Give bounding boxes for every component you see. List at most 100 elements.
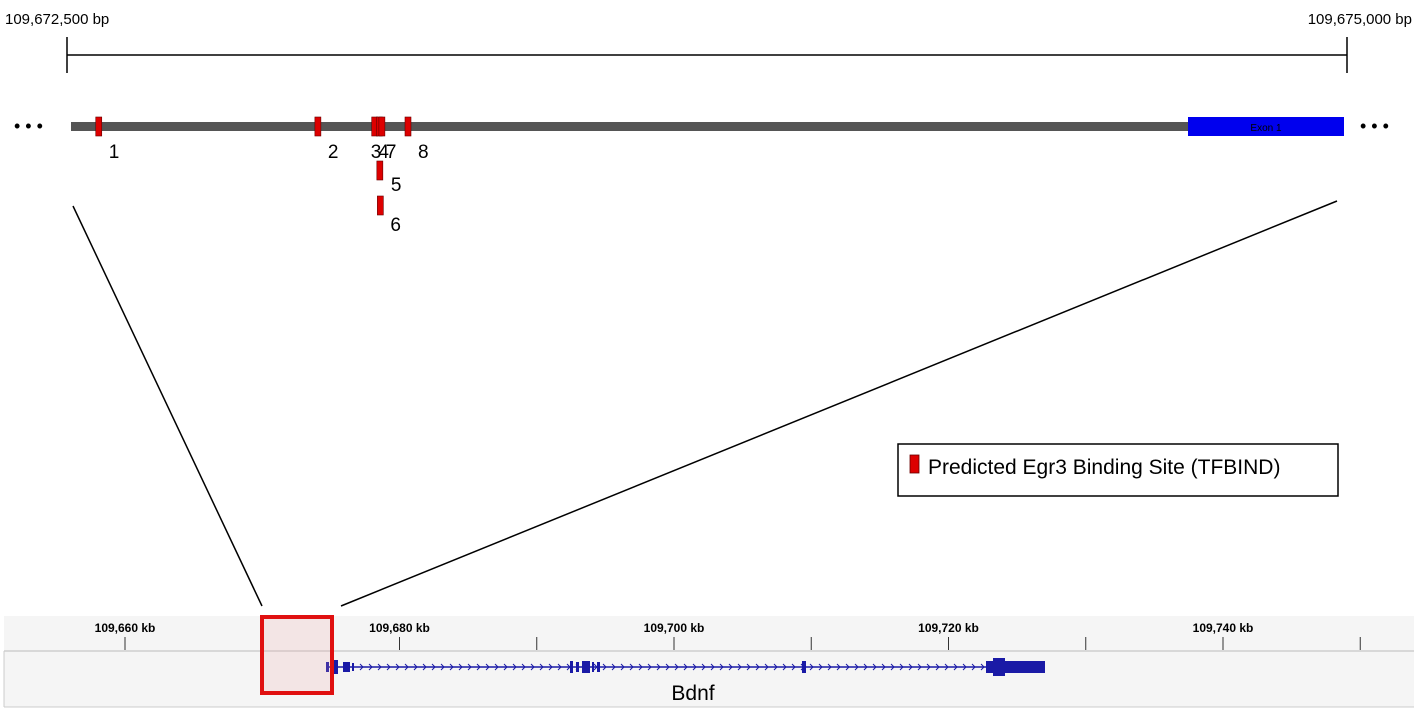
utr-block (1005, 661, 1045, 673)
ellipsis-right: • • • (1360, 116, 1389, 136)
strand-arrow (872, 663, 877, 671)
binding-site-label-8: 8 (418, 142, 429, 163)
strand-arrow (494, 663, 499, 671)
strand-arrow (854, 663, 859, 671)
strand-arrow (404, 663, 409, 671)
strand-arrow (773, 663, 778, 671)
strand-arrow (422, 663, 427, 671)
exon-block (326, 662, 329, 672)
binding-sites: 1 2 345 6 7 8 (95, 116, 429, 236)
strand-arrow (539, 663, 544, 671)
exon-block (570, 661, 573, 673)
strand-arrow (368, 663, 373, 671)
strand-arrow (818, 663, 823, 671)
exon-block (333, 660, 338, 674)
legend-swatch (909, 454, 920, 474)
strand-arrow (845, 663, 850, 671)
strand-arrow (476, 663, 481, 671)
exon-block (986, 661, 994, 673)
strand-arrow (548, 663, 553, 671)
legend: Predicted Egr3 Binding Site (TFBIND) (897, 443, 1339, 497)
cds-block (993, 658, 1005, 676)
strand-arrow (737, 663, 742, 671)
strand-arrow (386, 663, 391, 671)
strand-arrow (746, 663, 751, 671)
binding-site-2 (314, 116, 322, 137)
strand-arrow (908, 663, 913, 671)
zoom-region-highlight (260, 615, 334, 695)
ruler-tick-label: 109,740 kb (1193, 621, 1254, 635)
binding-site-label-2: 2 (328, 142, 339, 163)
gene-name-label: Bdnf (671, 682, 714, 705)
strand-arrow (692, 663, 697, 671)
strand-arrow (899, 663, 904, 671)
strand-arrow (521, 663, 526, 671)
strand-arrow (755, 663, 760, 671)
strand-arrow (683, 663, 688, 671)
strand-arrow (602, 663, 607, 671)
strand-arrow (413, 663, 418, 671)
strand-arrow (674, 663, 679, 671)
ruler-tick-label: 109,700 kb (644, 621, 705, 635)
strand-arrow (782, 663, 787, 671)
strand-arrow (395, 663, 400, 671)
binding-site-label-3: 3 (371, 142, 382, 163)
bdnf-gene-model (326, 658, 1045, 676)
binding-site-label-5: 5 (391, 175, 402, 196)
strand-arrow (557, 663, 562, 671)
strand-arrow (503, 663, 508, 671)
ruler-tick-label: 109,660 kb (95, 621, 156, 635)
sequence-backbone (71, 122, 1191, 131)
strand-arrow (836, 663, 841, 671)
strand-arrow (467, 663, 472, 671)
binding-site-1 (95, 116, 103, 137)
strand-arrow (962, 663, 967, 671)
binding-site-label-4: 4 (378, 142, 389, 163)
strand-arrow (719, 663, 724, 671)
exon-block (576, 662, 579, 672)
zoom-line-right (340, 200, 1338, 607)
strand-arrow (611, 663, 616, 671)
binding-site-6 (377, 195, 384, 216)
strand-arrow (647, 663, 652, 671)
strand-arrow (620, 663, 625, 671)
strand-arrow (764, 663, 769, 671)
strand-arrow (890, 663, 895, 671)
binding-site-label-7: 7 (386, 142, 397, 163)
strand-arrow (710, 663, 715, 671)
exon-block (597, 662, 600, 672)
strand-arrow (377, 663, 382, 671)
strand-arrow (440, 663, 445, 671)
binding-site-8 (404, 116, 412, 137)
strand-arrow (701, 663, 706, 671)
strand-arrow (458, 663, 463, 671)
zoom-line-left (72, 205, 263, 607)
strand-arrow (980, 663, 985, 671)
strand-arrow (431, 663, 436, 671)
scale-start-label: 109,672,500 bp (5, 11, 109, 28)
kb-ruler: 109,660 kb 109,680 kb 109,700 kb 109,720 kb… (95, 621, 1361, 650)
ellipsis-left: • • • (14, 116, 43, 136)
strand-arrow (728, 663, 733, 671)
strand-arrow (359, 663, 364, 671)
exon-block (592, 662, 594, 672)
binding-site-5 (376, 160, 384, 181)
strand-arrow (881, 663, 886, 671)
exon-block (343, 662, 350, 672)
strand-arrow (449, 663, 454, 671)
exon-block (352, 663, 354, 671)
strand-arrow (656, 663, 661, 671)
legend-label: Predicted Egr3 Binding Site (TFBIND) (928, 456, 1280, 479)
legend-box (897, 443, 1339, 497)
strand-arrow (863, 663, 868, 671)
strand-arrow (944, 663, 949, 671)
exon-block (802, 661, 806, 673)
strand-arrow (953, 663, 958, 671)
strand-arrow (791, 663, 796, 671)
strand-arrow (926, 663, 931, 671)
exon-1-label: Exon 1 (1250, 123, 1282, 134)
strand-arrow (512, 663, 517, 671)
genome-track: 109,660 kb 109,680 kb 109,700 kb 109,720 kb… (3, 615, 1414, 708)
strand-arrow (971, 663, 976, 671)
